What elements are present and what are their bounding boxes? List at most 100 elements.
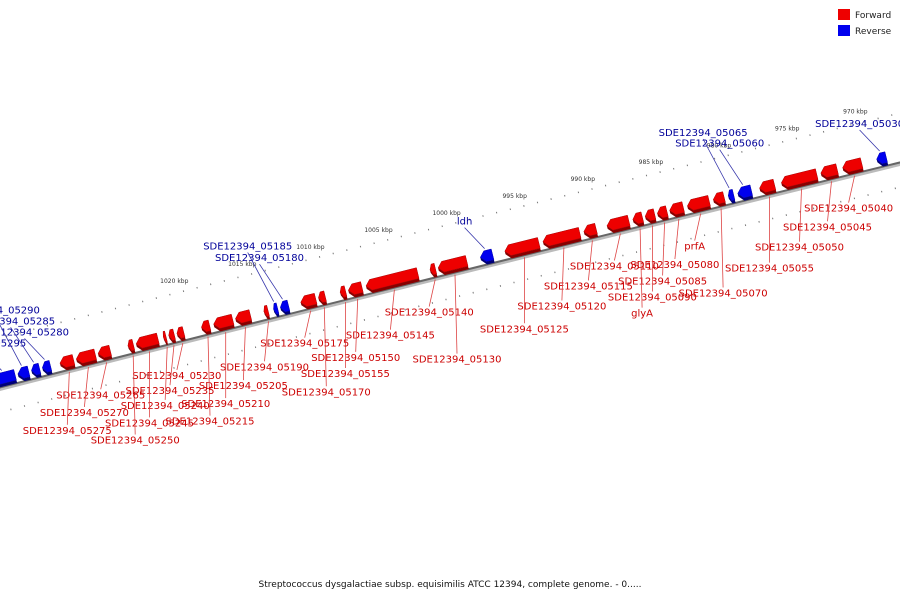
gene-SDE12394_05040[interactable]: [842, 157, 864, 173]
gene-SDE12394_05030[interactable]: [876, 151, 888, 164]
gene-shadow: [98, 353, 113, 361]
label-leader: [24, 338, 45, 360]
gene-SDE12394_05155[interactable]: [339, 285, 348, 298]
gene-shadow: [876, 159, 889, 167]
gene-shadow: [438, 266, 469, 275]
label-leader: [859, 129, 880, 152]
gene-SDE12394_05180[interactable]: [280, 299, 291, 313]
gene-label: SDE12394_05070: [679, 289, 768, 300]
backbone-line: [0, 161, 900, 389]
label-leader: [464, 227, 485, 249]
scale-tick-label: 1015 kbp: [228, 261, 256, 268]
gene-SDE12394_05265[interactable]: [97, 344, 112, 358]
gene-SDE12394_05280[interactable]: [42, 360, 53, 373]
gene-SDE12394_05240[interactable]: [162, 330, 168, 343]
gene-SDE12394_05055[interactable]: [759, 178, 777, 193]
label-leader: [132, 355, 136, 435]
gene-label: SDE12394_05110: [570, 262, 659, 273]
gene-shadow: [318, 298, 328, 306]
gene-SDE12394_05270[interactable]: [75, 348, 97, 364]
gene-shadow: [0, 380, 18, 388]
gene-shadow: [235, 318, 253, 326]
gene-shadow: [430, 270, 438, 278]
gene-SDE12394_05290[interactable]: [17, 365, 31, 379]
label-leader: [264, 321, 269, 362]
gene-SDE12394_05090[interactable]: [644, 208, 657, 222]
label-leader: [100, 362, 108, 390]
gene-label: SDE12394_05030: [815, 119, 900, 130]
gene-label: SDE12394_05265: [56, 390, 145, 401]
gene-SDE12394_05215[interactable]: [201, 319, 212, 333]
gene-label: SDE12394_05205: [199, 381, 288, 392]
gene-shadow: [136, 343, 160, 351]
gene-shadow: [273, 309, 280, 317]
gene-ldh[interactable]: [479, 248, 495, 262]
gene-SDE12394_05245[interactable]: [135, 332, 160, 349]
gene-SDE12394_05130[interactable]: [437, 255, 469, 273]
gene-shadow: [606, 225, 631, 233]
gene-SDE12394_05050[interactable]: [780, 168, 819, 188]
gene-SDE12394_05085[interactable]: [656, 205, 669, 219]
gene-SDE12394_05145[interactable]: [365, 267, 420, 291]
label-leader: [169, 345, 175, 386]
gene-label: SDE12394_05150: [311, 353, 400, 364]
gene-label: SDE12394_05125: [480, 324, 569, 335]
gene-SDE12394_05285[interactable]: [31, 362, 42, 376]
gene-prfA[interactable]: [686, 195, 711, 211]
gene-shadow: [280, 307, 291, 315]
gene-SDE12394_05170[interactable]: [318, 290, 327, 303]
genome-caption: Streptococcus dysgalactiae subsp. equisi…: [259, 580, 642, 590]
gene-SDE12394_05140[interactable]: [429, 262, 438, 275]
gene-shadow: [263, 311, 271, 320]
gene-label: SDE12394_05175: [260, 339, 349, 350]
gene-label: SDE12394_05155: [301, 369, 390, 380]
scale-tick-label: 1000 kbp: [432, 210, 460, 217]
gene-label: SDE12394_05080: [630, 260, 719, 271]
gene-shadow: [480, 257, 495, 265]
gene-SDE12394_05045[interactable]: [820, 163, 839, 178]
gene-SDE12394_05070[interactable]: [712, 191, 726, 205]
gene-label: SDE12394_05280: [0, 328, 69, 339]
gene-SDE12394_05295[interactable]: [0, 369, 17, 385]
gene-label: prfA: [684, 242, 705, 253]
gene-SDE12394_05060[interactable]: [737, 184, 753, 199]
gene-SDE12394_05205[interactable]: [235, 309, 253, 324]
gene-SDE12394_05065[interactable]: [727, 189, 736, 201]
label-leader: [561, 247, 565, 301]
label-leader: [84, 366, 89, 407]
gene-SDE12394_05110[interactable]: [606, 214, 631, 231]
gene-SDE12394_05230[interactable]: [176, 326, 186, 339]
legend-reverse-swatch: [838, 25, 850, 36]
label-leader: [827, 181, 832, 222]
gene-SDE12394_05210[interactable]: [213, 313, 235, 329]
gene-SDE12394_05120[interactable]: [542, 227, 582, 247]
gene-SDE12394_05080[interactable]: [669, 201, 685, 215]
gene-label: SDE12394_05085: [618, 277, 707, 288]
gene-SDE12394_05235[interactable]: [168, 328, 176, 341]
label-leader: [355, 298, 359, 352]
label-leader: [674, 218, 680, 260]
gene-label: SDE12394_05185: [203, 242, 292, 253]
gene-label: SDE12394_05090: [608, 293, 697, 304]
gene-label: SDE12394_05285: [0, 316, 55, 327]
gene-SDE12394_05250[interactable]: [127, 338, 136, 352]
gene-label: SDE12394_05245: [105, 418, 194, 429]
gene-shadow: [340, 292, 348, 301]
gene-SDE12394_05115[interactable]: [583, 222, 598, 237]
scale-tick-label: 995 kbp: [502, 193, 527, 200]
gene-shadow: [759, 188, 777, 196]
gene-label: SDE12394_05145: [346, 331, 435, 342]
label-leader: [848, 175, 855, 203]
gene-SDE12394_05275[interactable]: [59, 354, 76, 368]
label-leader: [0, 324, 22, 366]
gene-label: ldh: [457, 217, 472, 228]
gene-SDE12394_05190[interactable]: [263, 305, 270, 317]
backbone-shadow: [0, 161, 900, 392]
gene-SDE12394_05150[interactable]: [347, 281, 364, 295]
gene-glyA[interactable]: [632, 211, 645, 225]
gene-label: SDE12394_05290: [0, 306, 40, 317]
gene-SDE12394_05185[interactable]: [273, 302, 280, 315]
gene-SDE12394_05125[interactable]: [504, 237, 541, 256]
gene-SDE12394_05175[interactable]: [300, 292, 318, 307]
